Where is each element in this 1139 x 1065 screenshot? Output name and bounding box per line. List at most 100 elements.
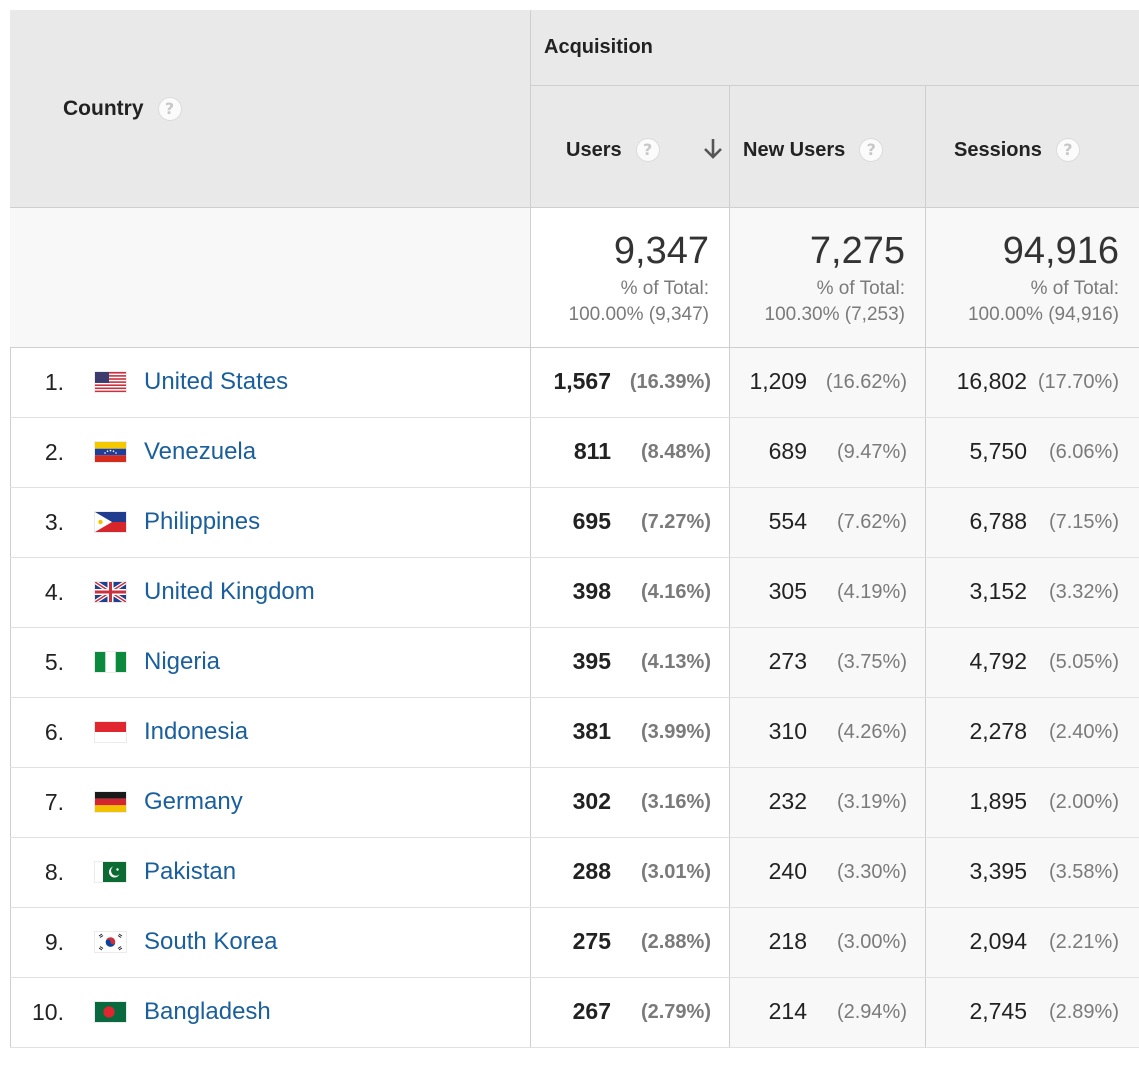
country-link[interactable]: Philippines — [144, 508, 261, 535]
sessions-column-header[interactable]: Sessions ? — [926, 86, 1139, 208]
country-link[interactable]: Bangladesh — [144, 998, 271, 1025]
help-icon[interactable]: ? — [859, 138, 884, 162]
row-rank: 9. — [44, 929, 64, 955]
sessions-percent: (5.05%) — [1048, 651, 1119, 673]
table-row: 2. Venezuela 811 (8.48%) 689 (9.47%) 5,750 (6.0… — [10, 418, 1139, 488]
sessions-cell: 2,278 (2.40%) — [926, 698, 1139, 767]
row-rank: 3. — [44, 509, 64, 535]
sessions-cell: 6,788 (7.15%) — [926, 488, 1139, 557]
table-row: 4. United Kingdom 398 (4.16%) 305 (4.19%) 3,15… — [10, 558, 1139, 628]
country-link[interactable]: South Korea — [144, 928, 278, 955]
new-users-column-header[interactable]: New Users ? — [730, 86, 926, 208]
venezuela-flag-icon — [95, 442, 126, 462]
sessions-cell: 4,792 (5.05%) — [926, 628, 1139, 697]
new-users-value: 310 — [768, 718, 807, 744]
country-cell: 4. United Kingdom — [10, 558, 531, 627]
new-users-percent: (9.47%) — [836, 441, 907, 463]
country-cell: 10. Bangladesh — [10, 978, 531, 1047]
new-users-percent: (3.75%) — [836, 651, 907, 673]
row-rank: 2. — [44, 439, 64, 465]
sessions-total-pct: 100.00% (94,916) — [967, 304, 1119, 325]
table-row: 1. United States 1,567 (16.39%) 1,209 (16.62%… — [10, 348, 1139, 418]
us-flag-icon — [95, 372, 126, 392]
table-row: 5. Nigeria 395 (4.13%) 273 (3.75%) 4,792 (5.05%… — [10, 628, 1139, 698]
users-value: 398 — [572, 578, 611, 604]
new-users-percent: (3.19%) — [836, 791, 907, 813]
new-users-percent: (4.19%) — [836, 581, 907, 603]
row-rank: 6. — [44, 719, 64, 745]
new-users-cell: 1,209 (16.62%) — [730, 348, 926, 417]
users-total-pct-label: % of Total: — [620, 278, 709, 299]
arrow-down-icon[interactable] — [701, 136, 725, 162]
new-users-cell: 305 (4.19%) — [730, 558, 926, 627]
users-percent: (3.16%) — [640, 791, 711, 813]
users-header-label: Users — [566, 138, 622, 161]
sessions-percent: (7.15%) — [1048, 511, 1119, 533]
country-cell: 3. Philippines — [10, 488, 531, 557]
new-users-cell: 554 (7.62%) — [730, 488, 926, 557]
totals-row-label — [10, 208, 531, 348]
country-cell: 5. Nigeria — [10, 628, 531, 697]
country-link[interactable]: Venezuela — [144, 438, 257, 465]
users-percent: (4.16%) — [640, 581, 711, 603]
sessions-total-pct-label: % of Total: — [1030, 278, 1119, 299]
users-value: 381 — [572, 718, 611, 744]
new-users-cell: 214 (2.94%) — [730, 978, 926, 1047]
users-value: 1,567 — [553, 368, 611, 394]
users-percent: (3.99%) — [640, 721, 711, 743]
help-icon[interactable]: ? — [1055, 138, 1080, 162]
help-icon[interactable]: ? — [157, 97, 182, 121]
nigeria-flag-icon — [95, 652, 126, 672]
sessions-cell: 3,395 (3.58%) — [926, 838, 1139, 907]
users-cell: 695 (7.27%) — [531, 488, 730, 557]
country-link[interactable]: Pakistan — [144, 858, 237, 885]
table-row: 7. Germany 302 (3.16%) 232 (3.19%) 1,895 (2.00%… — [10, 768, 1139, 838]
users-value: 275 — [572, 928, 611, 954]
users-percent: (2.79%) — [640, 1001, 711, 1023]
sessions-total-cell: 94,916 % of Total: 100.00% (94,916) — [926, 208, 1139, 348]
users-value: 267 — [572, 998, 611, 1024]
country-header-label: Country — [63, 97, 144, 120]
sessions-cell: 3,152 (3.32%) — [926, 558, 1139, 627]
sessions-percent: (2.21%) — [1048, 931, 1119, 953]
new-users-cell: 310 (4.26%) — [730, 698, 926, 767]
country-link[interactable]: United Kingdom — [144, 578, 315, 605]
sessions-percent: (6.06%) — [1048, 441, 1119, 463]
help-icon[interactable]: ? — [635, 138, 660, 162]
country-link[interactable]: United States — [144, 368, 289, 395]
new-users-percent: (7.62%) — [836, 511, 907, 533]
table-row: 6. Indonesia 381 (3.99%) 310 (4.26%) 2,278 (2.4… — [10, 698, 1139, 768]
country-column-header[interactable]: Country ? — [10, 10, 531, 208]
country-cell: 7. Germany — [10, 768, 531, 837]
sessions-percent: (2.00%) — [1048, 791, 1119, 813]
new-users-percent: (3.30%) — [836, 861, 907, 883]
country-cell: 9. South Korea — [10, 908, 531, 977]
users-column-header[interactable]: Users ? — [531, 86, 730, 208]
users-cell: 395 (4.13%) — [531, 628, 730, 697]
new-users-cell: 689 (9.47%) — [730, 418, 926, 487]
row-rank: 4. — [44, 579, 64, 605]
users-cell: 381 (3.99%) — [531, 698, 730, 767]
country-link[interactable]: Nigeria — [144, 648, 221, 675]
users-value: 395 — [572, 648, 611, 674]
country-cell: 2. Venezuela — [10, 418, 531, 487]
sessions-cell: 1,895 (2.00%) — [926, 768, 1139, 837]
new-users-value: 214 — [768, 998, 807, 1024]
country-cell: 6. Indonesia — [10, 698, 531, 767]
sessions-total-value: 94,916 — [1002, 230, 1119, 272]
sessions-cell: 16,802 (17.70%) — [926, 348, 1139, 417]
country-link[interactable]: Indonesia — [144, 718, 249, 745]
uk-flag-icon — [95, 582, 126, 602]
indonesia-flag-icon — [95, 722, 126, 742]
country-cell: 8. Pakistan — [10, 838, 531, 907]
sessions-value: 1,895 — [969, 788, 1027, 814]
row-rank: 10. — [32, 999, 64, 1025]
sessions-cell: 5,750 (6.06%) — [926, 418, 1139, 487]
new-users-value: 218 — [768, 928, 807, 954]
country-link[interactable]: Germany — [144, 788, 243, 815]
users-value: 811 — [573, 438, 611, 464]
users-value: 302 — [572, 788, 611, 814]
sessions-header-label: Sessions — [954, 138, 1042, 161]
sessions-percent: (3.32%) — [1048, 581, 1119, 603]
sessions-value: 2,278 — [969, 718, 1027, 744]
